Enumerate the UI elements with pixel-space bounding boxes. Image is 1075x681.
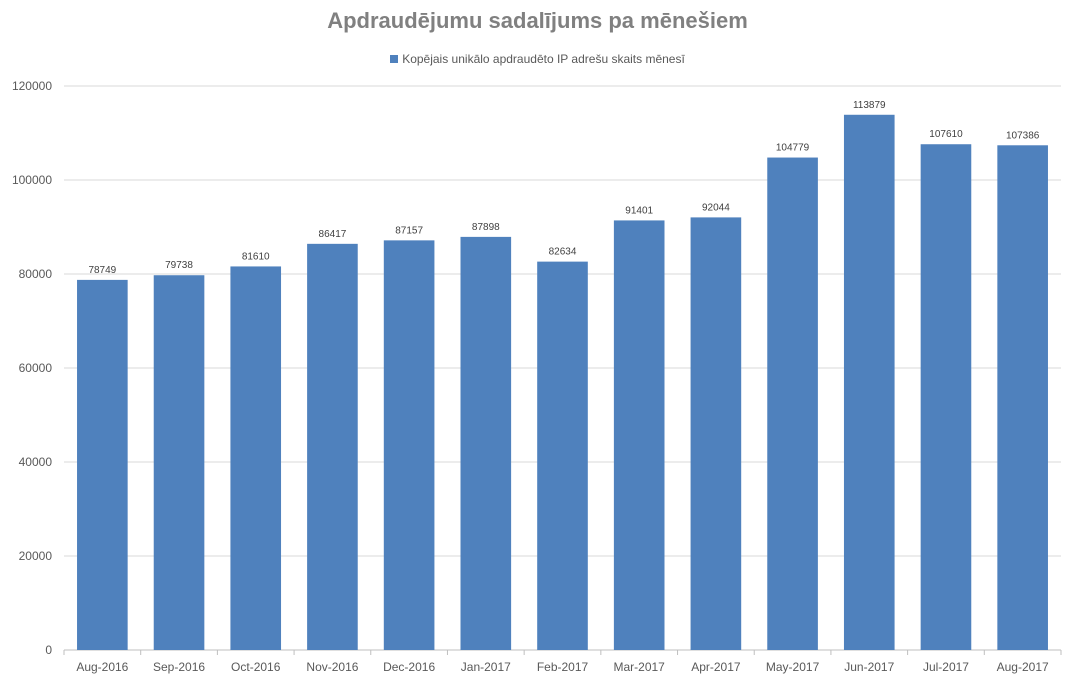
y-tick-label: 60000: [19, 361, 53, 375]
x-tick-label: Oct-2016: [231, 660, 281, 674]
y-tick-label: 20000: [19, 549, 53, 563]
data-label: 79738: [165, 260, 193, 271]
x-tick-label: Jul-2017: [923, 660, 969, 674]
y-tick-label: 120000: [12, 79, 52, 93]
x-tick-label: Apr-2017: [691, 660, 741, 674]
bar: [153, 275, 205, 650]
bar: [230, 266, 282, 650]
data-label: 113879: [853, 100, 886, 111]
data-label: 91401: [625, 205, 653, 216]
y-tick-label: 40000: [19, 455, 53, 469]
data-label: 104779: [776, 143, 810, 154]
x-tick-label: Feb-2017: [537, 660, 589, 674]
bar: [920, 144, 972, 650]
bar: [767, 157, 818, 650]
bar: [690, 217, 742, 651]
bar: [997, 145, 1048, 650]
data-label: 78749: [88, 265, 116, 276]
y-tick-label: 100000: [12, 173, 52, 187]
data-label: 81610: [242, 251, 270, 262]
x-tick-label: Mar-2017: [614, 660, 666, 674]
x-tick-label: Jan-2017: [461, 660, 511, 674]
y-tick-label: 80000: [19, 267, 53, 281]
bar: [460, 236, 512, 650]
x-tick-label: May-2017: [766, 660, 820, 674]
bar: [383, 240, 435, 650]
y-tick-label: 0: [45, 643, 52, 657]
legend-label: Kopējais unikālo apdraudēto IP adrešu sk…: [402, 52, 685, 66]
chart-title: Apdraudējumu sadalījums pa mēnešiem: [327, 8, 748, 33]
data-label: 107386: [1006, 130, 1040, 141]
data-label: 82634: [549, 247, 577, 258]
x-tick-label: Aug-2016: [76, 660, 128, 674]
data-label: 86417: [319, 229, 347, 240]
legend-swatch: [390, 55, 399, 63]
bar: [843, 114, 895, 651]
bar: [77, 279, 128, 650]
data-label: 92044: [702, 202, 730, 213]
bar: [307, 243, 358, 651]
data-label: 107610: [929, 129, 963, 140]
bar: [613, 220, 665, 651]
x-tick-label: Dec-2016: [383, 660, 435, 674]
x-tick-label: Nov-2016: [306, 660, 358, 674]
x-tick-label: Sep-2016: [153, 660, 205, 674]
data-label: 87157: [395, 225, 423, 236]
x-tick-label: Jun-2017: [844, 660, 894, 674]
data-label: 87898: [472, 222, 500, 233]
bar: [537, 261, 588, 650]
legend: Kopējais unikālo apdraudēto IP adrešu sk…: [0, 52, 1075, 66]
x-tick-label: Aug-2017: [997, 660, 1049, 674]
